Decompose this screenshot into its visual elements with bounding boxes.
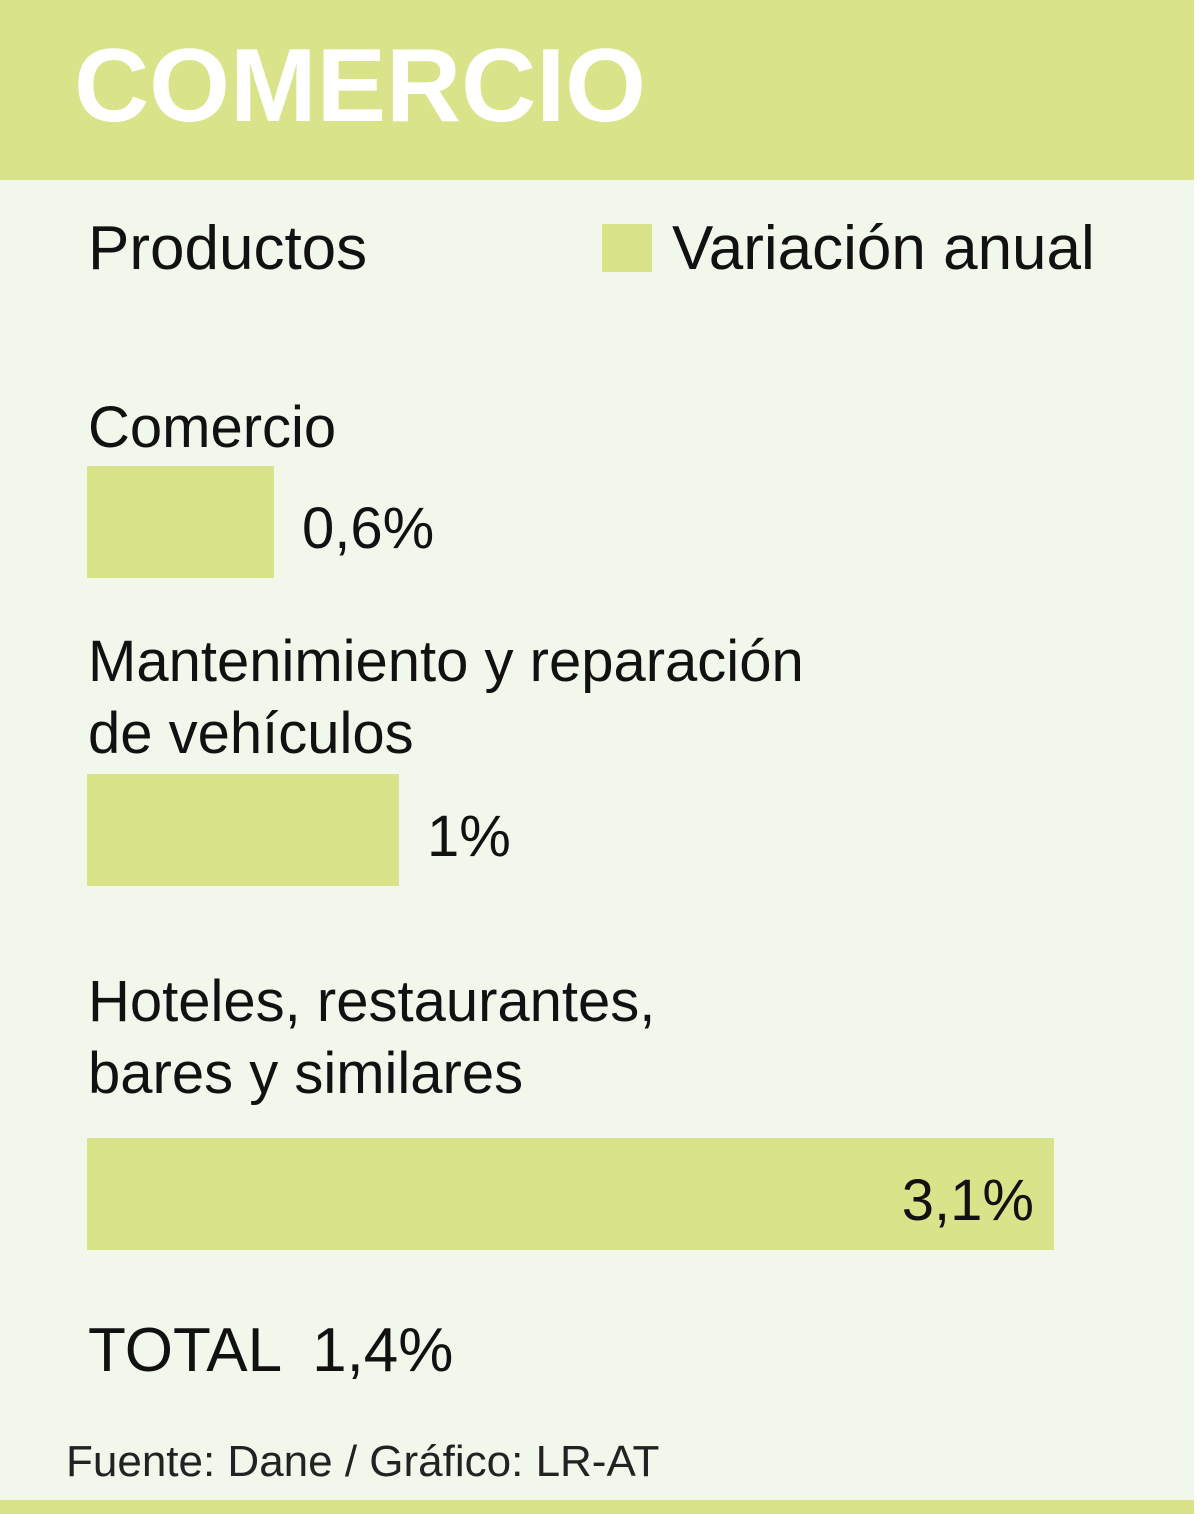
bottom-border <box>0 1500 1194 1514</box>
value-label: 1% <box>427 804 511 869</box>
chart-subtitle: Productos <box>88 214 368 283</box>
bar <box>87 466 274 578</box>
right-border <box>1194 0 1200 1514</box>
bar <box>87 1138 1054 1250</box>
chart-title: COMERCIO <box>74 28 646 144</box>
total-label: TOTAL <box>88 1316 283 1385</box>
total-row: TOTAL 1,4% <box>88 1320 453 1382</box>
bar <box>87 774 399 886</box>
legend-label: Variación anual <box>672 214 1095 283</box>
category-label: Comercio <box>88 395 337 460</box>
category-label: Hoteles, restaurantes, bares y similares <box>88 969 656 1106</box>
legend-swatch <box>602 224 652 272</box>
source-note: Fuente: Dane / Gráfico: LR-AT <box>66 1437 660 1486</box>
chart-header: COMERCIO <box>0 0 1194 180</box>
category-label: Mantenimiento y reparación de vehículos <box>88 629 804 766</box>
value-label: 3,1% <box>901 1168 1034 1233</box>
total-value: 1,4% <box>312 1316 454 1385</box>
value-label: 0,6% <box>302 496 435 561</box>
